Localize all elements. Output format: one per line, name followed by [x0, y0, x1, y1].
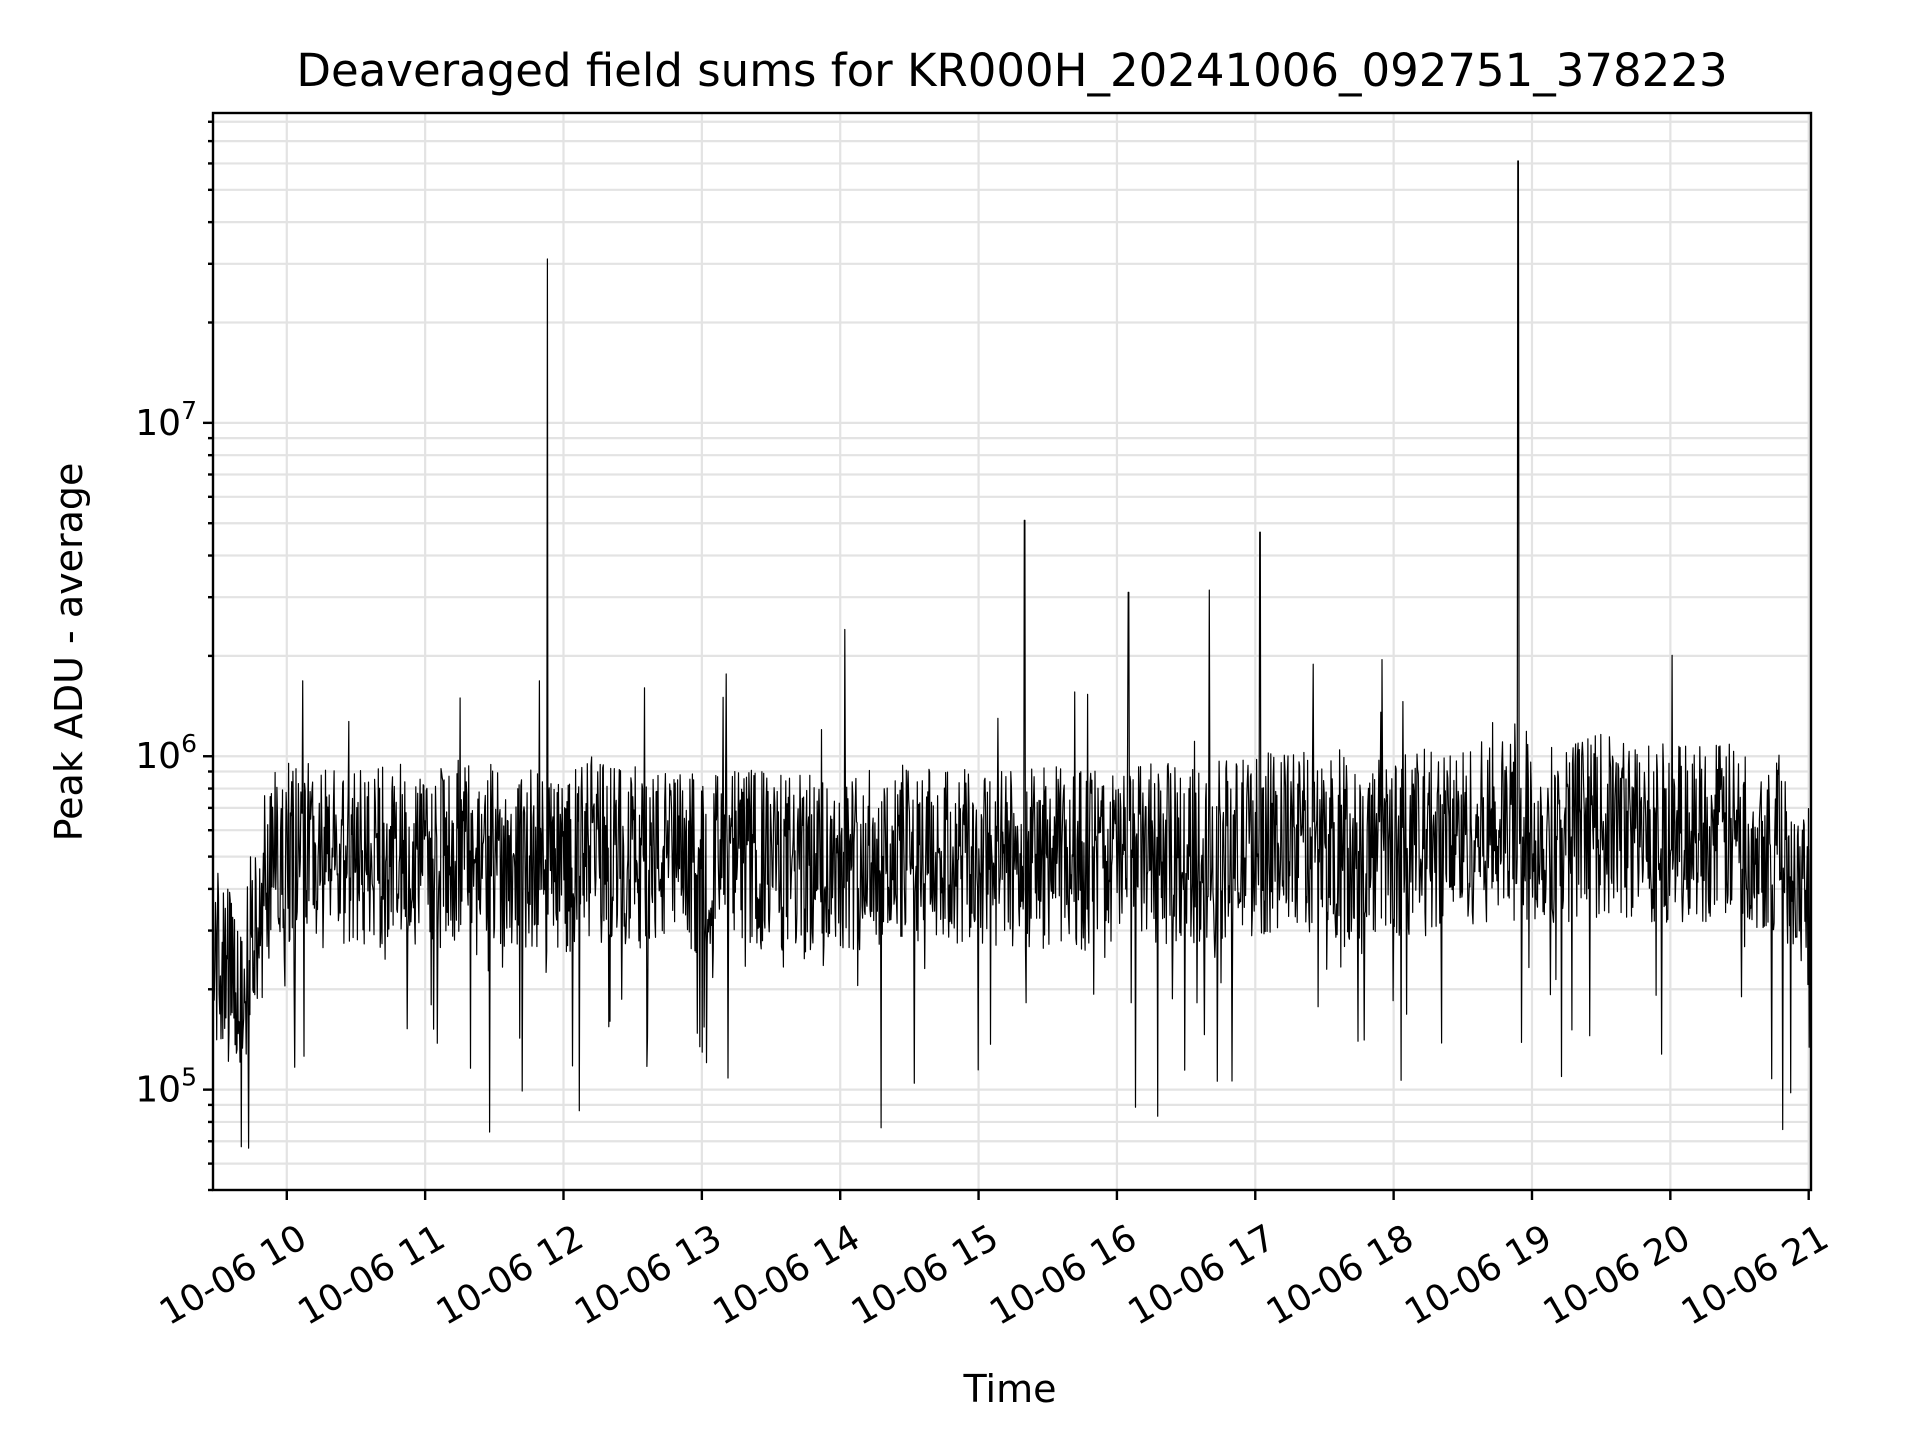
series-layer [212, 160, 1812, 1149]
y-tick-label: 107 [135, 396, 197, 444]
chart-title: Deaveraged field sums for KR000H_2024100… [296, 44, 1727, 97]
x-tick-label: 10-06 10 [153, 1217, 314, 1333]
y-axis: 105 106 107 [135, 120, 213, 1192]
y-tick-label: 105 [135, 1063, 197, 1111]
y-axis-label: Peak ADU - average [47, 463, 91, 842]
x-tick-label: 10-06 13 [568, 1217, 729, 1333]
x-tick-label: 10-06 14 [706, 1217, 867, 1333]
x-tick-label: 10-06 20 [1537, 1217, 1698, 1333]
x-tick-label: 10-06 11 [291, 1217, 452, 1333]
x-axis-label: Time [963, 1367, 1057, 1411]
x-tick-label: 10-06 17 [1121, 1217, 1282, 1333]
y-tick-label: 106 [135, 729, 197, 777]
x-tick-label: 10-06 19 [1398, 1217, 1559, 1333]
x-tick-label: 10-06 16 [983, 1217, 1144, 1333]
x-tick-label: 10-06 21 [1675, 1217, 1836, 1333]
series-line [212, 160, 1812, 1149]
x-tick-label: 10-06 15 [845, 1217, 1006, 1333]
plot-frame [211, 111, 1813, 1192]
minor-grid [213, 120, 1811, 1192]
major-grid [213, 113, 1811, 1190]
x-tick-label: 10-06 18 [1260, 1217, 1421, 1333]
x-tick-label: 10-06 12 [430, 1217, 591, 1333]
